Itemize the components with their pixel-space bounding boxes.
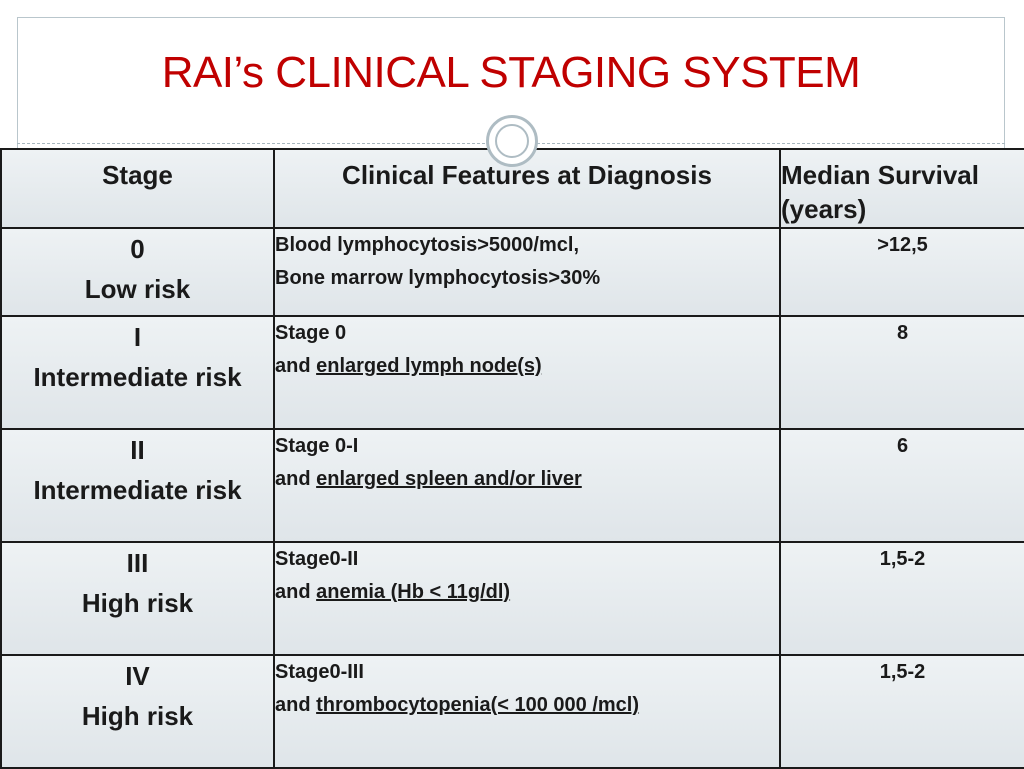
risk-label: Intermediate risk <box>33 475 242 505</box>
table-row: IV High risk Stage0-III and thrombocytop… <box>0 654 1024 769</box>
feature-detail-underlined: thrombocytopenia(< 100 000 /mcl) <box>316 694 640 716</box>
stage-cell: 0 Low risk <box>0 227 275 317</box>
feature-detail: Bone marrow lymphocytosis>30% <box>275 267 601 289</box>
feature-prefix: and <box>275 355 317 377</box>
feature-prefix: and <box>275 694 317 716</box>
header-stage: Stage <box>0 148 275 229</box>
feature-detail-underlined: enlarged lymph node(s) <box>316 355 542 377</box>
feature-cell: Blood lymphocytosis>5000/mcl, Bone marro… <box>273 227 781 317</box>
header-median-survival: Median Survival (years) <box>779 148 1024 229</box>
slide-title: RAI’s CLINICAL STAGING SYSTEM <box>161 48 861 97</box>
feature-line: and enlarged spleen and/or liver <box>275 463 779 496</box>
stage-cell: II Intermediate risk <box>0 428 275 543</box>
feature-cell: Stage 0-I and enlarged spleen and/or liv… <box>273 428 781 543</box>
survival-cell: 1,5-2 <box>779 654 1024 769</box>
stage-number: III <box>126 548 149 578</box>
stage-number: I <box>133 322 142 352</box>
feature-detail-underlined: anemia (Hb < 11g/dl) <box>316 581 511 603</box>
table-row: I Intermediate risk Stage 0 and enlarged… <box>0 315 1024 430</box>
stage-number: 0 <box>130 234 145 264</box>
feature-line: and enlarged lymph node(s) <box>275 350 779 383</box>
stage-cell: I Intermediate risk <box>0 315 275 430</box>
stage-cell: IV High risk <box>0 654 275 769</box>
feature-prefix: and <box>275 468 317 490</box>
feature-detail-underlined: enlarged spleen and/or liver <box>316 468 582 490</box>
feature-line: Stage0-III <box>275 661 364 683</box>
feature-line: Bone marrow lymphocytosis>30% <box>275 262 779 295</box>
risk-label: High risk <box>81 588 194 618</box>
survival-cell: 8 <box>779 315 1024 430</box>
stage-number: II <box>130 435 145 465</box>
feature-line: and thrombocytopenia(< 100 000 /mcl) <box>275 689 779 722</box>
feature-cell: Stage0-III and thrombocytopenia(< 100 00… <box>273 654 781 769</box>
risk-label: High risk <box>81 701 194 731</box>
table-row: III High risk Stage0-II and anemia (Hb <… <box>0 541 1024 656</box>
feature-prefix: and <box>275 581 317 603</box>
feature-line: Stage0-II <box>275 548 359 570</box>
survival-cell: 6 <box>779 428 1024 543</box>
risk-label: Intermediate risk <box>33 362 242 392</box>
survival-cell: >12,5 <box>779 227 1024 317</box>
table-row: 0 Low risk Blood lymphocytosis>5000/mcl,… <box>0 227 1024 317</box>
feature-line: Stage 0-I <box>275 435 359 457</box>
stage-cell: III High risk <box>0 541 275 656</box>
stage-number: IV <box>125 661 150 691</box>
feature-line: and anemia (Hb < 11g/dl) <box>275 576 779 609</box>
feature-cell: Stage 0 and enlarged lymph node(s) <box>273 315 781 430</box>
table-header-row: Stage Clinical Features at Diagnosis Med… <box>0 148 1024 229</box>
table-row: II Intermediate risk Stage 0-I and enlar… <box>0 428 1024 543</box>
staging-table: Stage Clinical Features at Diagnosis Med… <box>0 148 1024 769</box>
risk-label: Low risk <box>84 274 191 304</box>
feature-line: Blood lymphocytosis>5000/mcl, <box>275 234 579 256</box>
feature-cell: Stage0-II and anemia (Hb < 11g/dl) <box>273 541 781 656</box>
feature-line: Stage 0 <box>275 322 347 344</box>
circle-ornament-icon <box>486 115 538 167</box>
survival-cell: 1,5-2 <box>779 541 1024 656</box>
